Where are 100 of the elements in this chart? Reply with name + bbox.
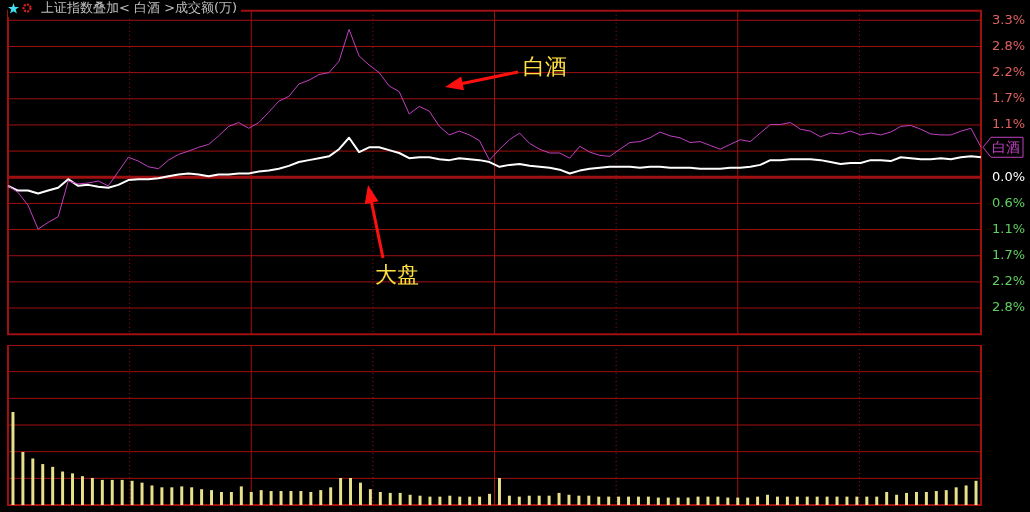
chart-title: 上证指数叠加< 白酒 >成交额(万) [41, 0, 238, 17]
bar [954, 487, 958, 505]
bar [805, 496, 809, 505]
bar [607, 496, 611, 505]
bar [924, 491, 928, 505]
bar [617, 496, 621, 505]
bar [71, 473, 75, 505]
bar [279, 491, 283, 505]
bar [31, 458, 35, 505]
bar [696, 496, 700, 505]
bar [478, 496, 482, 505]
bar [80, 476, 84, 505]
text: 白酒 [992, 138, 1020, 155]
bar [746, 497, 750, 505]
bar [686, 497, 690, 505]
bar [825, 496, 829, 505]
bar [537, 495, 541, 505]
bar [855, 496, 859, 505]
bar [368, 489, 372, 505]
bar [676, 497, 680, 505]
y-tick-label: 2.2% [992, 273, 1026, 289]
bar [766, 494, 770, 505]
bar [428, 496, 432, 505]
bar [51, 466, 55, 505]
text: 大盘 [375, 261, 419, 287]
bar [468, 496, 472, 505]
bar [160, 487, 164, 505]
text: 白酒 [523, 53, 567, 79]
bar [885, 491, 889, 505]
y-tick-label: 1.7% [992, 90, 1026, 106]
bar [11, 411, 15, 505]
bar [309, 491, 313, 505]
bar [587, 495, 591, 505]
bar [289, 491, 293, 505]
bar [636, 496, 640, 505]
bar [547, 495, 551, 505]
bar [785, 496, 789, 505]
bar [736, 497, 740, 505]
bar [517, 496, 521, 505]
bar [726, 497, 730, 505]
bar [358, 482, 362, 505]
bar [448, 495, 452, 505]
bar [438, 496, 442, 505]
bar [200, 489, 204, 505]
y-tick-label: 2.8% [992, 37, 1026, 53]
bar [388, 492, 392, 505]
bar [249, 491, 253, 505]
bar [21, 451, 25, 505]
y-tick-label: 2.2% [992, 64, 1026, 79]
y-tick-label: 0.0% [992, 168, 1026, 184]
bar [905, 492, 909, 505]
bar [180, 486, 184, 505]
bar [398, 492, 402, 505]
bar [646, 496, 650, 505]
bar [41, 464, 45, 505]
bar [488, 493, 492, 505]
bar [914, 491, 918, 505]
bar [140, 482, 144, 505]
bar [378, 491, 382, 505]
bar [627, 496, 631, 505]
y-tick-label: 2.8% [992, 299, 1026, 315]
y-tick-label: 0.6% [992, 194, 1026, 210]
bar [845, 496, 849, 505]
bar [666, 497, 670, 505]
bar [865, 496, 869, 505]
y-tick-label: 1.7% [992, 247, 1026, 263]
bar [577, 495, 581, 505]
bar [706, 496, 710, 505]
bar [527, 495, 531, 505]
bar [815, 496, 819, 505]
y-tick-label: 1.1% [992, 116, 1026, 132]
bar [964, 485, 968, 505]
bar [656, 497, 660, 505]
bar [100, 479, 104, 505]
bar [190, 487, 194, 505]
y-tick-label: 3.3% [992, 11, 1026, 27]
bar [557, 492, 561, 505]
bar [875, 496, 879, 505]
y-tick-label: 1.1% [992, 220, 1026, 236]
bar [130, 480, 134, 505]
bar [775, 496, 779, 505]
bar [319, 490, 323, 505]
bar [239, 486, 243, 505]
bar [497, 478, 501, 505]
bar [567, 494, 571, 505]
bar [458, 496, 462, 505]
bar [944, 490, 948, 505]
bar [507, 495, 511, 505]
bar [895, 494, 899, 505]
bar [756, 496, 760, 505]
bar [210, 490, 214, 505]
bar [269, 491, 273, 505]
bar [219, 491, 223, 505]
bar [716, 496, 720, 505]
bar [835, 496, 839, 505]
bar [61, 471, 65, 505]
bar [597, 496, 601, 505]
bar [349, 478, 353, 505]
bar [229, 491, 233, 505]
bar [259, 490, 263, 505]
